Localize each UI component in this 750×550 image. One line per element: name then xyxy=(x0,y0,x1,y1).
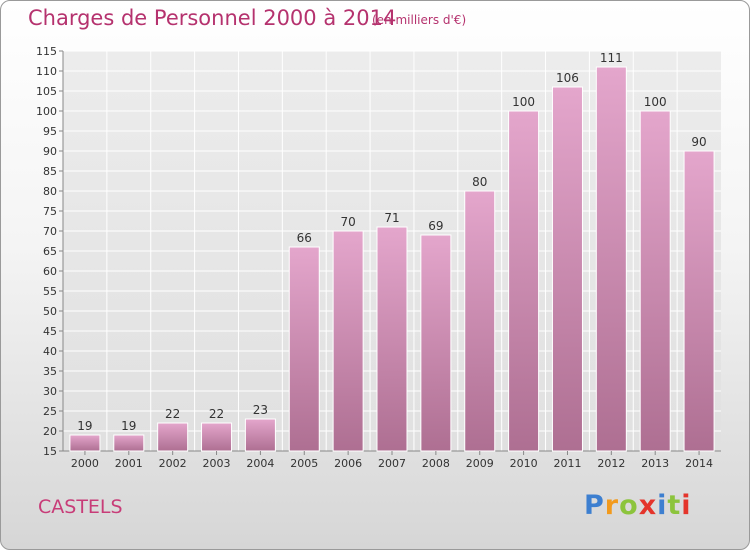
chart-title: Charges de Personnel 2000 à 2014 xyxy=(28,6,397,30)
chart-subtitle: (en milliers d'€) xyxy=(372,13,467,27)
y-tick-label: 55 xyxy=(43,285,57,298)
y-tick-label: 80 xyxy=(43,185,57,198)
bar-value-label: 90 xyxy=(691,135,706,149)
bar xyxy=(683,150,715,452)
logo-letter: i xyxy=(657,490,668,521)
y-tick-label: 95 xyxy=(43,125,57,138)
bar-value-label: 22 xyxy=(209,407,224,421)
bar xyxy=(113,434,145,452)
x-tick-label: 2006 xyxy=(334,457,362,470)
x-tick-label: 2009 xyxy=(466,457,494,470)
x-tick-label: 2003 xyxy=(203,457,231,470)
y-tick-label: 25 xyxy=(43,405,57,418)
bar xyxy=(157,422,189,452)
x-tick-label: 2007 xyxy=(378,457,406,470)
bar-value-label: 19 xyxy=(77,419,92,433)
bar xyxy=(595,66,627,452)
x-tick-label: 2012 xyxy=(597,457,625,470)
bar xyxy=(201,422,233,452)
x-tick-label: 2004 xyxy=(246,457,274,470)
bar-value-label: 22 xyxy=(165,407,180,421)
bar xyxy=(244,418,276,452)
y-tick-label: 40 xyxy=(43,345,57,358)
logo-letter: r xyxy=(604,490,620,521)
bar xyxy=(464,190,496,452)
y-tick-label: 65 xyxy=(43,245,57,258)
y-tick-label: 115 xyxy=(36,45,57,58)
bar-value-label: 71 xyxy=(384,211,399,225)
bar-value-label: 80 xyxy=(472,175,487,189)
y-tick-label: 15 xyxy=(43,445,57,458)
x-tick-label: 2011 xyxy=(553,457,581,470)
x-tick-label: 2013 xyxy=(641,457,669,470)
bar-value-label: 19 xyxy=(121,419,136,433)
logo-letter: t xyxy=(667,490,682,521)
y-tick-label: 110 xyxy=(36,65,57,78)
x-tick-label: 2002 xyxy=(159,457,187,470)
bar-value-label: 100 xyxy=(644,95,667,109)
y-tick-label: 70 xyxy=(43,225,57,238)
y-tick-label: 20 xyxy=(43,425,57,438)
x-tick-label: 2014 xyxy=(685,457,713,470)
bar xyxy=(639,110,671,452)
logo-letter: o xyxy=(619,490,639,521)
y-tick-label: 30 xyxy=(43,385,57,398)
bar-value-label: 100 xyxy=(512,95,535,109)
bar xyxy=(551,86,583,452)
bar xyxy=(288,246,320,452)
bar-value-label: 66 xyxy=(297,231,312,245)
y-tick-label: 90 xyxy=(43,145,57,158)
y-tick-label: 85 xyxy=(43,165,57,178)
commune-name: CASTELS xyxy=(38,496,123,518)
y-tick-label: 100 xyxy=(36,105,57,118)
y-tick-label: 105 xyxy=(36,85,57,98)
bar xyxy=(420,234,452,452)
bar xyxy=(508,110,540,452)
x-tick-label: 2000 xyxy=(71,457,99,470)
proxiti-logo: Proxiti xyxy=(584,490,692,521)
bar-value-label: 106 xyxy=(556,71,579,85)
bar xyxy=(376,226,408,452)
bar-value-label: 23 xyxy=(253,403,268,417)
bar-value-label: 69 xyxy=(428,219,443,233)
x-tick-label: 2010 xyxy=(510,457,538,470)
y-tick-label: 50 xyxy=(43,305,57,318)
bar-value-label: 70 xyxy=(340,215,355,229)
x-tick-label: 2008 xyxy=(422,457,450,470)
bar-value-label: 111 xyxy=(600,51,623,65)
logo-letter: P xyxy=(584,490,605,521)
logo-letter: x xyxy=(638,490,658,521)
x-tick-label: 2001 xyxy=(115,457,143,470)
y-tick-label: 35 xyxy=(43,365,57,378)
bar xyxy=(332,230,364,452)
y-tick-label: 75 xyxy=(43,205,57,218)
y-tick-label: 45 xyxy=(43,325,57,338)
y-tick-label: 60 xyxy=(43,265,57,278)
x-tick-label: 2005 xyxy=(290,457,318,470)
bar xyxy=(69,434,101,452)
logo-letter: i xyxy=(681,490,692,521)
